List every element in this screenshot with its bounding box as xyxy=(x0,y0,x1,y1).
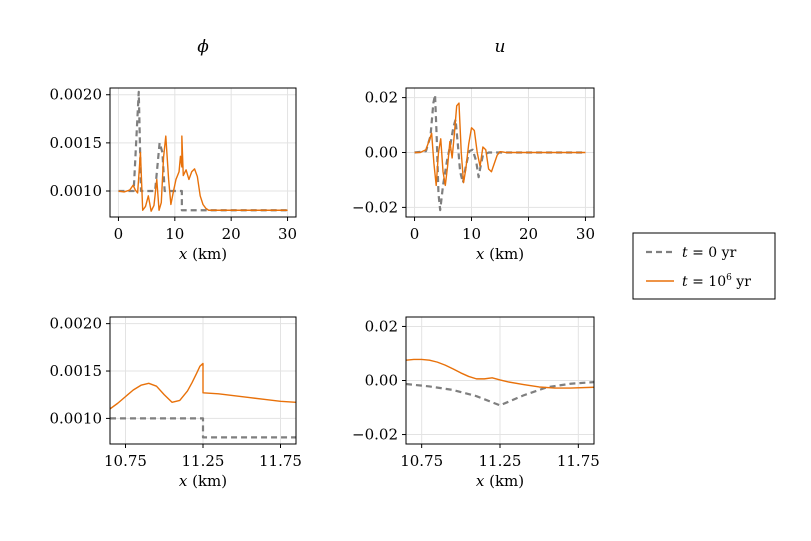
panel-4-xtick-label-0: 10.75 xyxy=(400,452,443,470)
panel-3-ytick-label-0: 0.0010 xyxy=(50,409,103,427)
panel-1-xtick-label-2: 20 xyxy=(222,225,241,243)
panel-2: 0 10 20 30 −0.02 0.00 0.02 x (km) xyxy=(352,87,595,263)
panel-1-xtick-label-0: 0 xyxy=(114,225,124,243)
panel-1-ytick-label-0: 0.0010 xyxy=(50,182,103,200)
column-title-u: u xyxy=(495,37,506,57)
panel-2-xtick-label-2: 20 xyxy=(519,225,538,243)
panel-1-xtick-label-3: 30 xyxy=(278,225,297,243)
column-title-phi: ϕ xyxy=(197,37,209,57)
panel-2-ytick-label-2: 0.02 xyxy=(365,89,398,107)
panel-3-ytick-label-1: 0.0015 xyxy=(50,362,103,380)
panel-4-series-t1e6 xyxy=(406,358,594,389)
panel-3-xtick-label-1: 11.25 xyxy=(182,452,225,470)
panel-2-xtick-label-0: 0 xyxy=(410,225,420,243)
panel-4-ytick-label-0: −0.02 xyxy=(352,426,398,444)
panel-4: 10.75 11.25 11.75 −0.02 0.00 0.02 x (km) xyxy=(352,316,600,490)
panel-3-series-t1e6 xyxy=(110,362,296,410)
panel-3-xlabel: x (km) xyxy=(179,472,227,490)
panel-4-ytick-label-2: 0.02 xyxy=(365,317,398,335)
panel-3-ytick-label-2: 0.0020 xyxy=(50,315,103,333)
panel-3-xtick-label-0: 10.75 xyxy=(104,452,147,470)
panel-2-series-t0 xyxy=(414,93,586,212)
panel-1-xlabel: x (km) xyxy=(179,245,227,263)
panel-1-series-t1e6 xyxy=(118,135,288,212)
panel-3-series-t0 xyxy=(110,417,296,439)
panel-1-ytick-label-1: 0.0015 xyxy=(50,134,103,152)
panel-3-xtick-label-2: 11.75 xyxy=(259,452,302,470)
panel-2-ytick-label-0: −0.02 xyxy=(352,198,398,216)
panel-2-xtick-label-1: 10 xyxy=(462,225,481,243)
panel-4-xlabel: x (km) xyxy=(476,472,524,490)
panel-3: 10.75 11.25 11.75 0.0010 0.0015 0.0020 x (km) xyxy=(50,315,302,490)
panels: 0 10 20 30 0.0010 0.0015 0.0020 x (km) 0 10 20 30 −0… xyxy=(50,86,600,490)
panel-1-frame xyxy=(109,87,297,218)
legend: t = 0 yr t = 106 yr xyxy=(632,232,776,300)
panel-2-series-t1e6 xyxy=(414,102,586,187)
panel-1-xtick-label-1: 10 xyxy=(165,225,184,243)
panel-2-ytick-label-1: 0.00 xyxy=(365,144,398,162)
legend-label-t1e6: t = 106 yr xyxy=(682,273,751,290)
panel-1-series-t0 xyxy=(118,90,288,212)
panel-2-xtick-label-3: 30 xyxy=(576,225,595,243)
legend-label-t0: t = 0 yr xyxy=(682,245,737,261)
panel-4-xtick-label-1: 11.25 xyxy=(479,452,522,470)
panel-1-ytick-label-2: 0.0020 xyxy=(50,86,103,104)
panel-1: 0 10 20 30 0.0010 0.0015 0.0020 x (km) xyxy=(50,86,298,263)
panel-4-xtick-label-2: 11.75 xyxy=(557,452,600,470)
panel-4-ytick-label-1: 0.00 xyxy=(365,372,398,390)
panel-4-series-t0 xyxy=(406,381,594,407)
panel-2-xlabel: x (km) xyxy=(476,245,524,263)
legend-box xyxy=(632,232,776,300)
